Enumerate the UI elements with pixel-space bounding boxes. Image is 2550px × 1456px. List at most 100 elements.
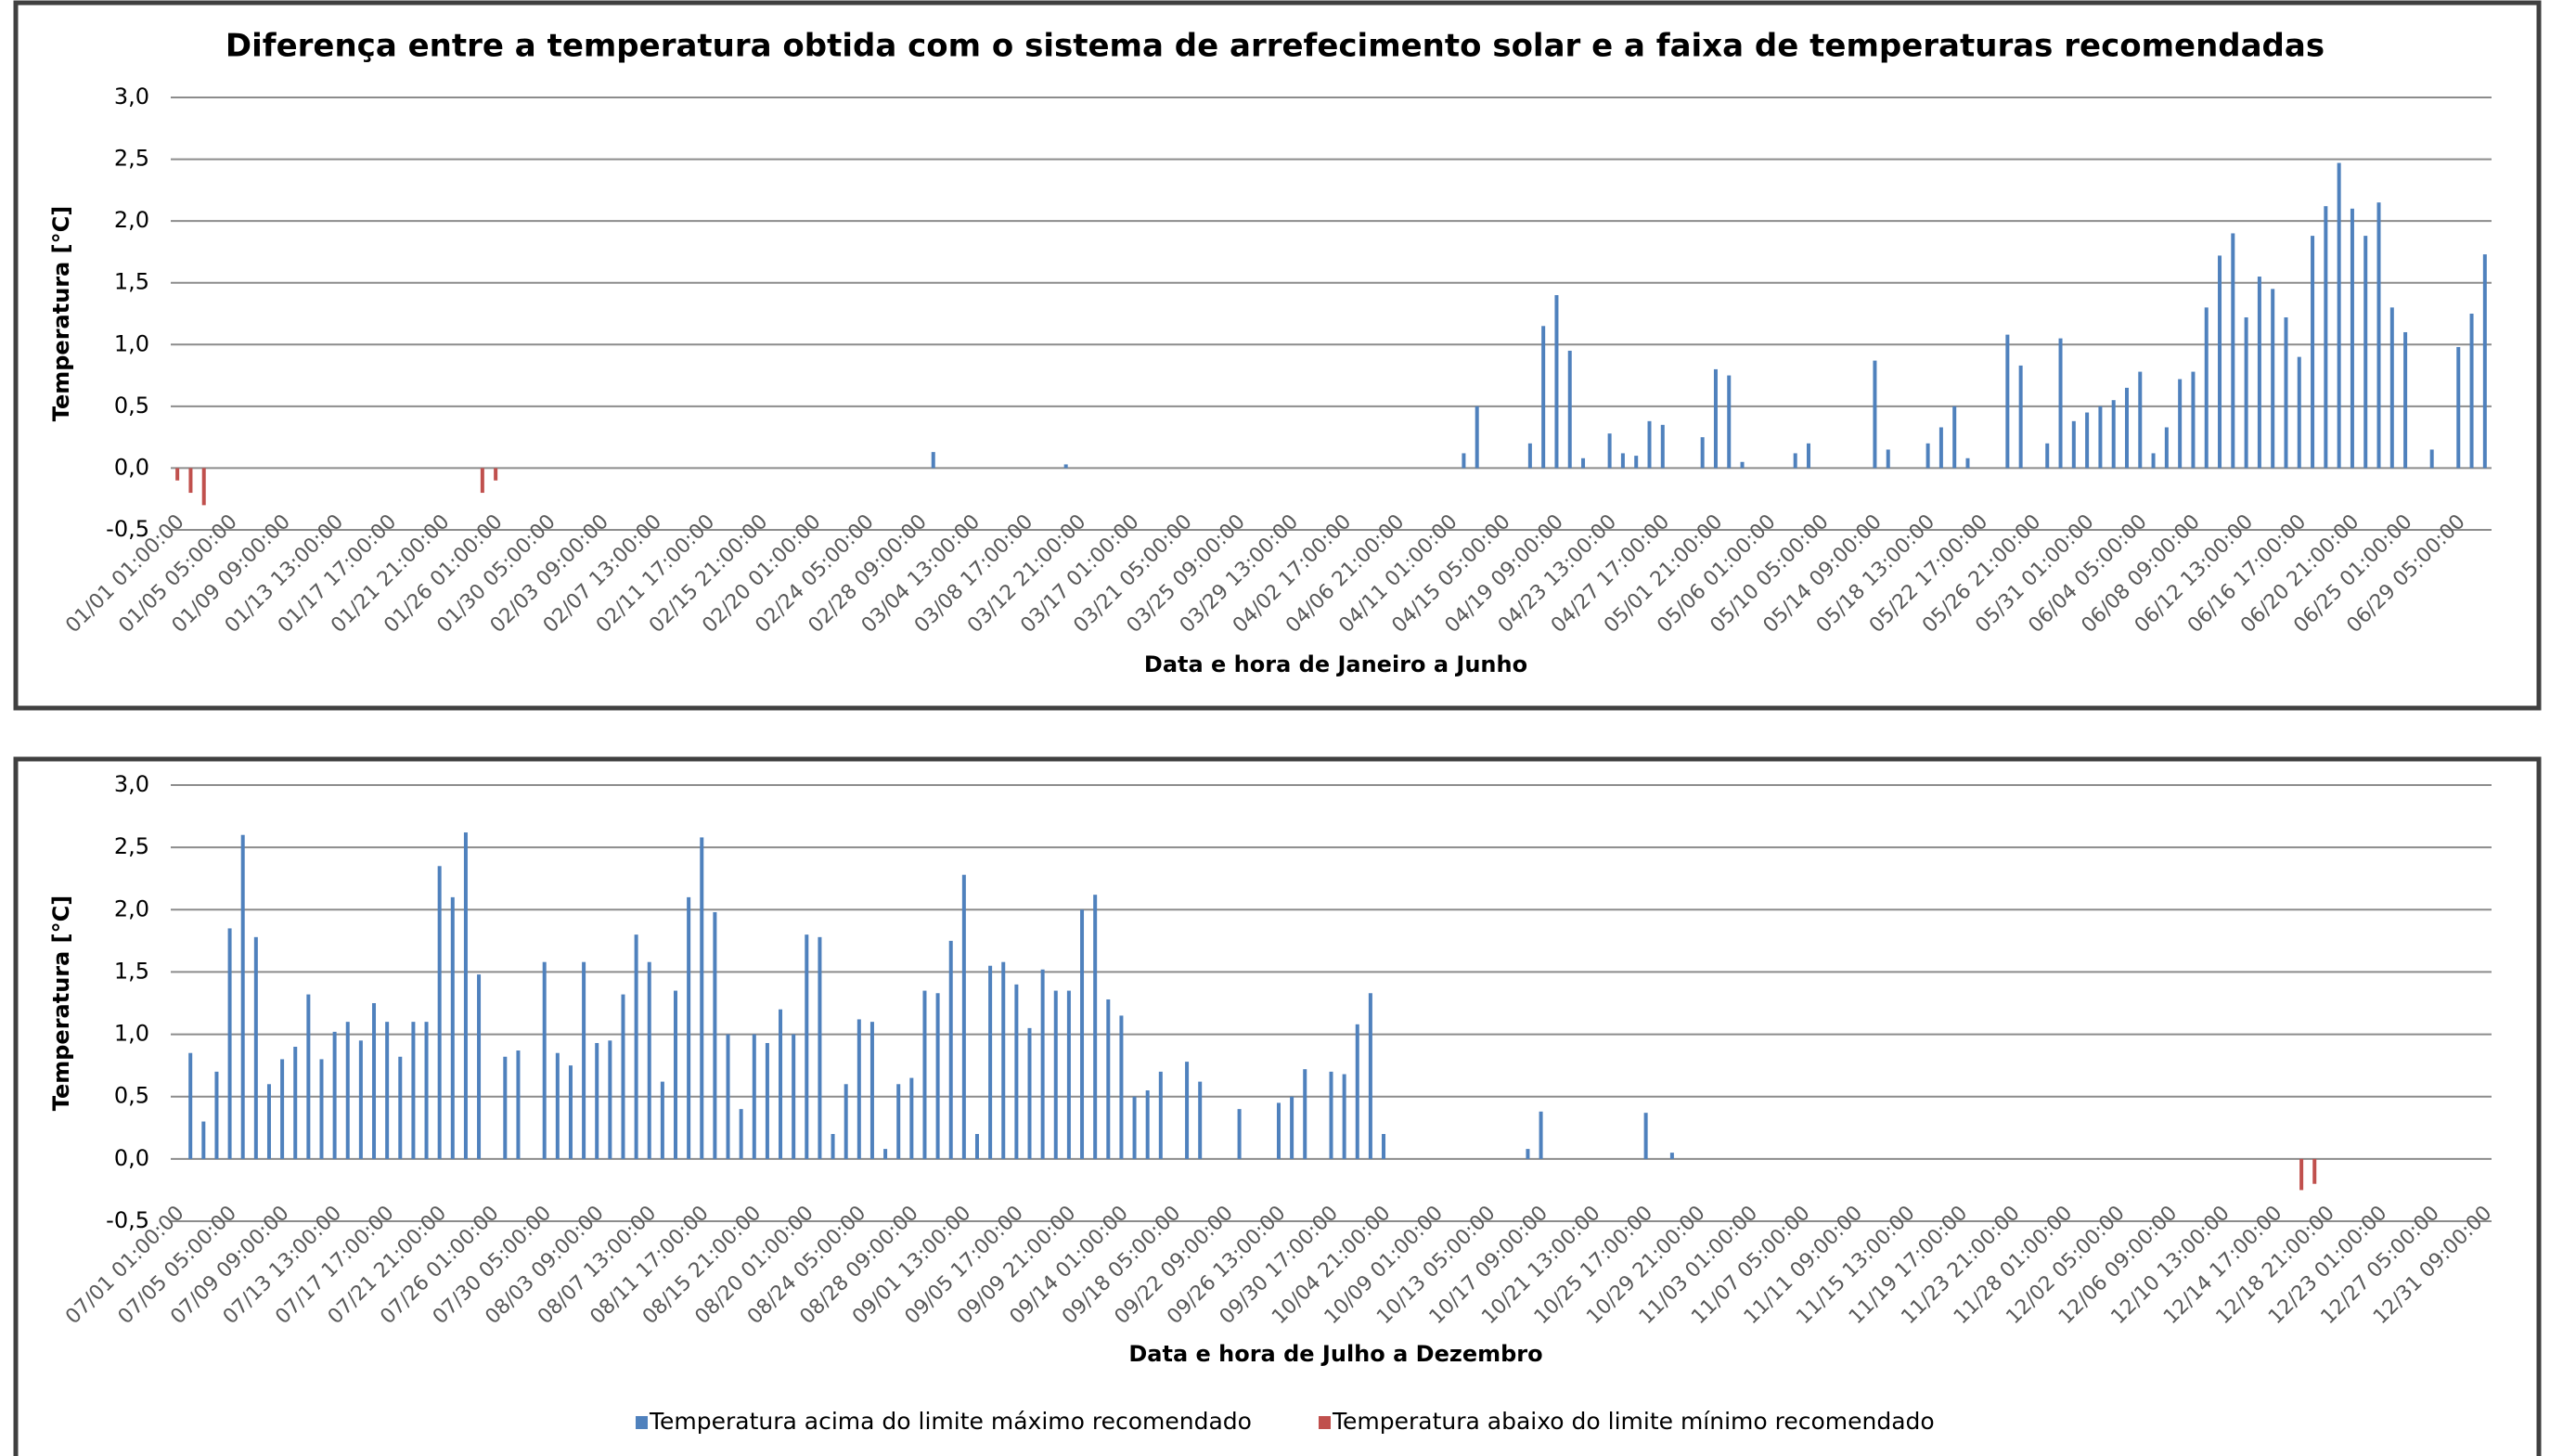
bar: [477, 974, 482, 1159]
x-axis-title: Data e hora de Janeiro a Junho: [1144, 651, 1527, 677]
bar: [398, 1056, 403, 1159]
bar: [1237, 1109, 1242, 1159]
bar: [1145, 1090, 1150, 1159]
bar: [2045, 443, 2050, 469]
bar: [856, 1019, 861, 1159]
bar: [319, 1059, 324, 1159]
bar: [411, 1022, 416, 1159]
legend-label: Temperatura abaixo do limite mínimo reco…: [1332, 1408, 1935, 1435]
bar: [1938, 427, 1943, 469]
bar: [765, 1042, 769, 1159]
bar: [1527, 443, 1532, 469]
bar: [1342, 1074, 1346, 1159]
bar: [1185, 1062, 1190, 1159]
bar: [2311, 236, 2315, 469]
bar: [1329, 1071, 1333, 1159]
chart-frame: [13, 0, 2542, 711]
bar: [909, 1077, 914, 1159]
bar: [2085, 412, 2090, 469]
bar: [2482, 254, 2487, 469]
bar: [2218, 255, 2222, 469]
bar: [2271, 289, 2275, 469]
bar: [1952, 406, 1957, 469]
bar: [1276, 1102, 1281, 1159]
bar: [1040, 969, 1045, 1159]
bar: [1581, 457, 1586, 469]
bar: [555, 1052, 560, 1159]
bar: [1643, 1113, 1648, 1159]
bar: [948, 940, 953, 1159]
bar: [1355, 1024, 1359, 1159]
bar: [424, 1022, 429, 1159]
bar: [1539, 1111, 1543, 1159]
y-axis-title: Temperatura [°C]: [48, 896, 74, 1111]
bar: [1873, 360, 1877, 469]
bar: [922, 990, 927, 1159]
y-tick-label: 2,5: [114, 833, 149, 859]
bar: [961, 874, 966, 1159]
bar: [713, 911, 717, 1159]
bar: [480, 468, 484, 494]
bar: [935, 993, 940, 1159]
x-axis-title: Data e hora de Julho a Dezembro: [1128, 1341, 1542, 1367]
bar: [779, 1009, 783, 1159]
bar: [253, 936, 258, 1159]
bar: [1080, 909, 1085, 1159]
bar: [385, 1022, 390, 1159]
bar: [1713, 368, 1718, 469]
bar: [2389, 307, 2394, 469]
bar: [1806, 443, 1810, 469]
bar: [1158, 1071, 1163, 1159]
bar: [931, 452, 935, 469]
bar: [1106, 999, 1111, 1159]
bar: [974, 1134, 979, 1159]
bar: [1607, 433, 1612, 469]
bar: [1541, 326, 1546, 469]
bar: [1567, 350, 1572, 469]
bar: [175, 468, 180, 481]
bar: [201, 468, 206, 506]
bar: [1740, 461, 1745, 469]
bar: [792, 1034, 796, 1159]
bar: [1620, 453, 1625, 469]
bar: [568, 1065, 573, 1159]
bar: [1382, 1134, 1386, 1159]
bar: [332, 1031, 337, 1159]
bar: [1925, 443, 1930, 469]
bar: [2312, 1158, 2317, 1184]
legend-swatch: [1319, 1416, 1331, 1429]
bar: [1647, 420, 1652, 469]
bar: [1727, 375, 1732, 469]
bar: [240, 834, 245, 1159]
bar: [674, 990, 678, 1159]
y-tick-label: 1,5: [114, 958, 149, 984]
bar: [660, 1081, 664, 1159]
bar: [2297, 356, 2301, 469]
bar: [1634, 456, 1639, 469]
bar: [542, 961, 547, 1159]
bar: [2284, 316, 2288, 469]
bar: [1660, 424, 1665, 469]
bar: [621, 994, 625, 1159]
bar: [1132, 1096, 1137, 1159]
bar: [700, 837, 704, 1159]
bar: [1093, 895, 1098, 1159]
bar: [2244, 316, 2248, 469]
bar: [214, 1071, 219, 1159]
bar: [634, 934, 638, 1159]
bar: [1368, 993, 1372, 1159]
bar: [1793, 453, 1797, 469]
bar: [2178, 379, 2183, 469]
legend-label: Temperatura acima do limite máximo recom…: [649, 1408, 1252, 1435]
bar: [2469, 314, 2474, 469]
bar: [2299, 1158, 2304, 1191]
bar: [2124, 387, 2129, 469]
bar: [516, 1050, 521, 1159]
bar: [687, 896, 691, 1159]
bar: [869, 1022, 874, 1159]
bar: [1014, 984, 1019, 1159]
bar: [2098, 406, 2103, 469]
bar: [1198, 1081, 1203, 1159]
